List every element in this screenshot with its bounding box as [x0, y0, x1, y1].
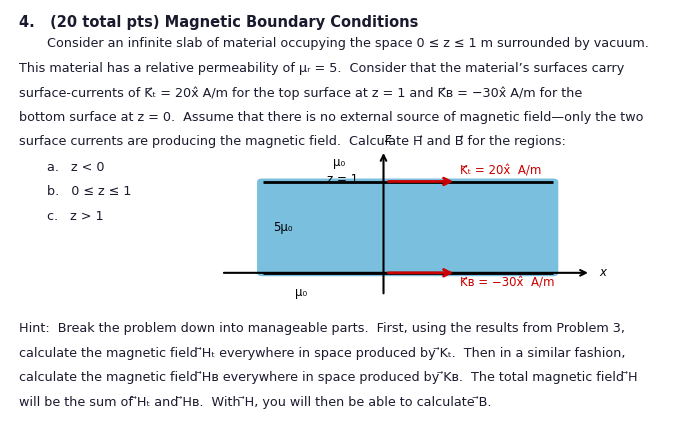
Text: z: z — [384, 132, 390, 145]
Text: bottom surface at z = 0.  Assume that there is no external source of magnetic fi: bottom surface at z = 0. Assume that the… — [19, 111, 644, 124]
Text: surface-currents of K⃗ₜ = 20x̂ A/m for the top surface at z = 1 and K⃗ʙ = −30x̂ : surface-currents of K⃗ₜ = 20x̂ A/m for t… — [19, 86, 583, 100]
Text: K⃗ʙ = −30x̂  A/m: K⃗ʙ = −30x̂ A/m — [460, 276, 554, 289]
Text: μ₀: μ₀ — [294, 286, 307, 299]
Text: calculate the magnetic field ⃗Hₜ everywhere in space produced by ⃗Kₜ.  Then in a: calculate the magnetic field ⃗Hₜ everywh… — [19, 347, 626, 360]
Text: K⃗ₜ = 20x̂  A/m: K⃗ₜ = 20x̂ A/m — [460, 165, 541, 178]
Text: calculate the magnetic field ⃗Hʙ everywhere in space produced by ⃗Kʙ.  The total: calculate the magnetic field ⃗Hʙ everywh… — [19, 371, 638, 385]
Text: x: x — [599, 266, 606, 279]
Text: a.   z < 0: a. z < 0 — [47, 161, 104, 174]
Text: will be the sum of ⃗Hₜ and ⃗Hʙ.  With ⃗H, you will then be able to calculate ⃗B.: will be the sum of ⃗Hₜ and ⃗Hʙ. With ⃗H,… — [19, 396, 492, 409]
Text: Hint:  Break the problem down into manageable parts.  First, using the results f: Hint: Break the problem down into manage… — [19, 322, 625, 335]
Text: This material has a relative permeability of μᵣ = 5.  Consider that the material: This material has a relative permeabilit… — [19, 62, 625, 75]
Text: b.   0 ≤ z ≤ 1: b. 0 ≤ z ≤ 1 — [47, 185, 131, 198]
Text: Consider an infinite slab of material occupying the space 0 ≤ z ≤ 1 m surrounded: Consider an infinite slab of material oc… — [47, 37, 649, 50]
Text: z = 1: z = 1 — [327, 173, 358, 186]
FancyBboxPatch shape — [257, 179, 558, 276]
Text: 4.   (20 total pts) Magnetic Boundary Conditions: 4. (20 total pts) Magnetic Boundary Cond… — [19, 15, 419, 30]
Text: 5μ₀: 5μ₀ — [273, 221, 292, 233]
Text: μ₀: μ₀ — [332, 157, 345, 169]
Text: c.   z > 1: c. z > 1 — [47, 210, 104, 223]
Text: surface currents are producing the magnetic field.  Calculate H⃗ and B⃗ for the : surface currents are producing the magne… — [19, 135, 566, 148]
